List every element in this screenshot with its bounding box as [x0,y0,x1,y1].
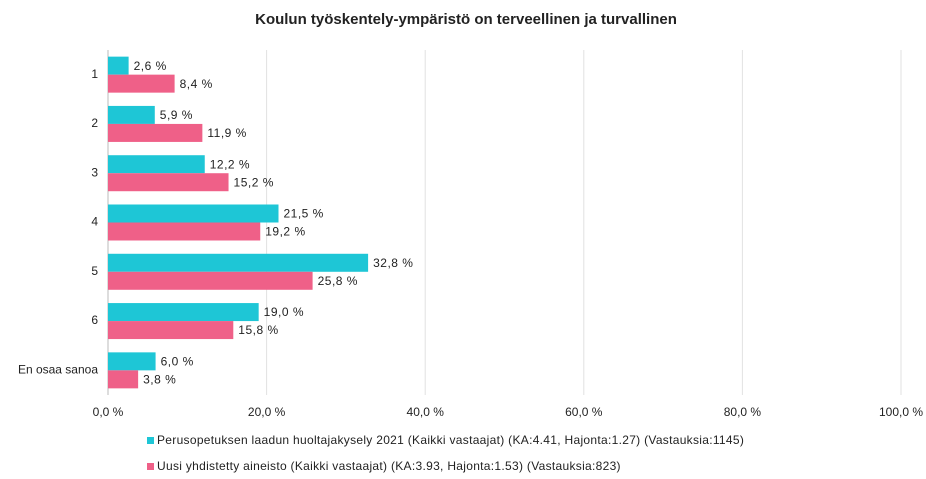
value-label: 25,8 % [318,274,358,288]
bar [108,155,205,174]
x-tick-label: 40,0 % [407,405,445,419]
bar [108,74,175,93]
value-label: 19,2 % [265,225,305,239]
value-label: 15,2 % [234,175,274,189]
legend-label: Perusopetuksen laadun huoltajakysely 202… [157,433,744,447]
value-label: 12,2 % [210,157,250,171]
x-tick-label: 100,0 % [879,405,923,419]
bar [108,222,261,241]
value-label: 15,8 % [238,323,278,337]
value-label: 11,9 % [207,126,246,140]
value-label: 32,8 % [373,256,413,270]
legend-label: Uusi yhdistetty aineisto (Kaikki vastaaj… [157,459,621,473]
y-tick-label: 3 [91,165,98,179]
legend-swatch [147,463,154,470]
x-tick-label: 60,0 % [565,405,603,419]
legend-swatch [147,437,154,444]
value-label: 5,9 % [160,108,193,122]
bar [108,105,155,124]
bar [108,321,234,340]
value-label: 21,5 % [283,207,323,221]
bar [108,173,229,192]
x-tick-label: 80,0 % [724,405,762,419]
bar [108,204,279,223]
x-tick-label: 0,0 % [93,405,124,419]
bar [108,352,156,371]
value-label: 6,0 % [161,355,194,369]
x-tick-label: 20,0 % [248,405,286,419]
value-label: 3,8 % [143,373,176,387]
bar [108,123,203,142]
bar [108,253,369,272]
y-tick-label: 2 [91,116,98,130]
chart-title: Koulun työskentely-ympäristö on terveell… [255,11,677,28]
bar [108,271,313,290]
value-label: 2,6 % [134,59,167,73]
y-tick-label: 1 [91,67,98,81]
y-tick-label: En osaa sanoa [18,363,98,377]
y-tick-label: 4 [91,215,98,229]
bar [108,56,129,75]
y-tick-label: 6 [91,313,98,327]
value-label: 8,4 % [180,77,213,91]
bar [108,303,259,322]
bar [108,370,139,389]
y-tick-label: 5 [91,264,98,278]
value-label: 19,0 % [264,305,304,319]
